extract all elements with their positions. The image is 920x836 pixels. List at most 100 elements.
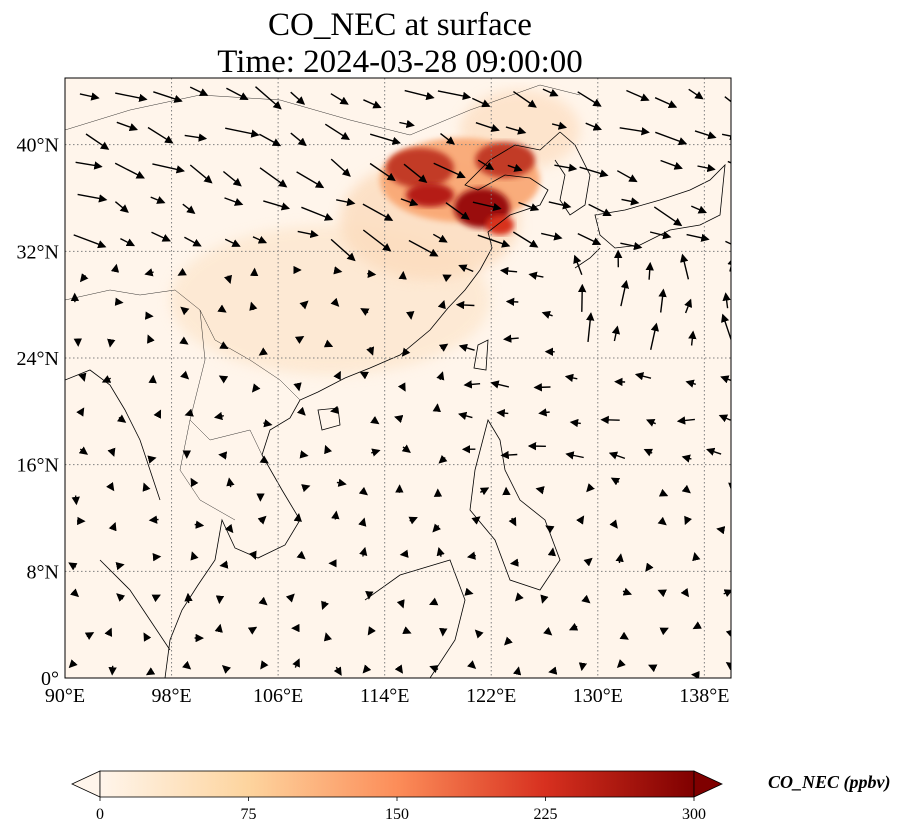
lon-tick-label: 138°E [679, 685, 729, 707]
wind-arrow [581, 594, 591, 604]
wind-arrow [684, 515, 692, 526]
wind-arrow [76, 407, 85, 417]
wind-arrow [649, 231, 672, 240]
latitude-ticks: 0° 8°N 16°N 24°N 32°N 40°N [17, 135, 59, 690]
wind-arrow [655, 131, 688, 146]
wind-arrow [184, 236, 202, 247]
wind-arrow [323, 339, 334, 348]
lon-tick-label: 106°E [253, 685, 303, 707]
wind-arrow [578, 662, 588, 672]
wind-arrow [716, 526, 726, 535]
wind-arrow [68, 562, 78, 571]
wind-arrow [538, 408, 550, 417]
wind-arrow [68, 659, 78, 669]
lat-tick-label: 24°N [17, 348, 59, 370]
wind-arrow [718, 414, 731, 423]
wind-arrow [104, 627, 113, 638]
wind-arrow [694, 130, 717, 140]
wind-arrow [116, 593, 126, 602]
wind-arrow [505, 297, 519, 307]
wind-arrow [458, 411, 473, 420]
wind-arrow [218, 375, 229, 384]
wind-arrow [500, 450, 518, 460]
colorbar-gradient [99, 770, 695, 798]
wind-arrow [401, 347, 411, 357]
wind-arrow [75, 161, 103, 170]
wind-arrow [722, 292, 731, 309]
wind-arrow [370, 133, 401, 145]
wind-arrow [436, 547, 445, 557]
wind-arrow [692, 621, 702, 630]
wind-arrow [182, 660, 192, 670]
wind-arrow [363, 99, 382, 109]
wind-arrow [533, 383, 551, 392]
wind-arrow [513, 91, 537, 108]
wind-arrow [367, 269, 377, 278]
wind-arrow [116, 414, 127, 423]
wind-arrow [403, 163, 428, 183]
wind-arrow [720, 375, 731, 384]
wind-arrow [294, 335, 305, 344]
wind-arrow [619, 127, 650, 136]
wind-arrow [258, 347, 268, 356]
wind-arrow [224, 523, 234, 534]
colorbar-extend-low [71, 770, 101, 798]
wind-arrow [471, 516, 481, 525]
wind-arrow [330, 93, 349, 105]
lat-tick-label: 40°N [17, 135, 59, 157]
wind-arrow [260, 660, 269, 670]
wind-arrow [724, 96, 731, 103]
wind-arrow [394, 414, 404, 424]
wind-arrow [180, 306, 190, 316]
wind-arrow [616, 170, 638, 183]
wind-arrow [84, 632, 95, 640]
wind-arrow [336, 197, 356, 207]
wind-arrow [143, 632, 152, 642]
wind-arrow [101, 375, 112, 383]
wind-arrow [107, 447, 116, 457]
wind-arrow [222, 170, 242, 187]
wind-arrow [548, 201, 572, 210]
wind-arrow [214, 623, 223, 633]
wind-arrow [697, 163, 716, 173]
wind-arrow [255, 86, 282, 110]
wind-arrow [394, 664, 403, 674]
wind-arrow [150, 196, 166, 204]
wind-arrow [369, 162, 396, 181]
wind-arrow [333, 666, 342, 676]
colorbar-tick-label: 150 [385, 806, 409, 823]
wind-arrow [442, 274, 452, 283]
wind-arrow [358, 517, 367, 527]
wind-arrow [85, 133, 110, 150]
wind-arrow [114, 297, 124, 306]
wind-arrow [608, 451, 626, 460]
colorbar-tick-label: 300 [682, 806, 706, 823]
wind-arrow [333, 266, 343, 275]
wind-arrow [535, 486, 545, 495]
wind-arrow [564, 373, 578, 383]
wind-arrow [583, 557, 593, 567]
colorbar-extend-high [693, 770, 723, 798]
wind-arrow [401, 444, 411, 453]
wind-arrow [213, 411, 224, 421]
wind-arrow [371, 448, 381, 457]
wind-arrow [458, 264, 474, 273]
colorbar-tick-label: 225 [534, 806, 558, 823]
wind-arrow [541, 310, 553, 319]
wind-arrow [290, 132, 307, 147]
wind-arrow [225, 127, 260, 138]
lon-tick-label: 122°E [466, 685, 516, 707]
wind-arrow [496, 408, 509, 418]
wind-arrow [330, 297, 340, 307]
wind-arrow [396, 599, 405, 609]
wind-arrow [732, 564, 739, 566]
wind-arrow [330, 238, 356, 262]
wind-arrow [71, 495, 80, 506]
wind-arrow [477, 159, 495, 171]
wind-arrow [728, 482, 731, 491]
wind-arrow [299, 450, 309, 459]
wind-arrow [79, 92, 100, 101]
wind-arrow [142, 482, 151, 492]
wind-arrow [654, 97, 678, 108]
wind-arrow [645, 261, 654, 280]
